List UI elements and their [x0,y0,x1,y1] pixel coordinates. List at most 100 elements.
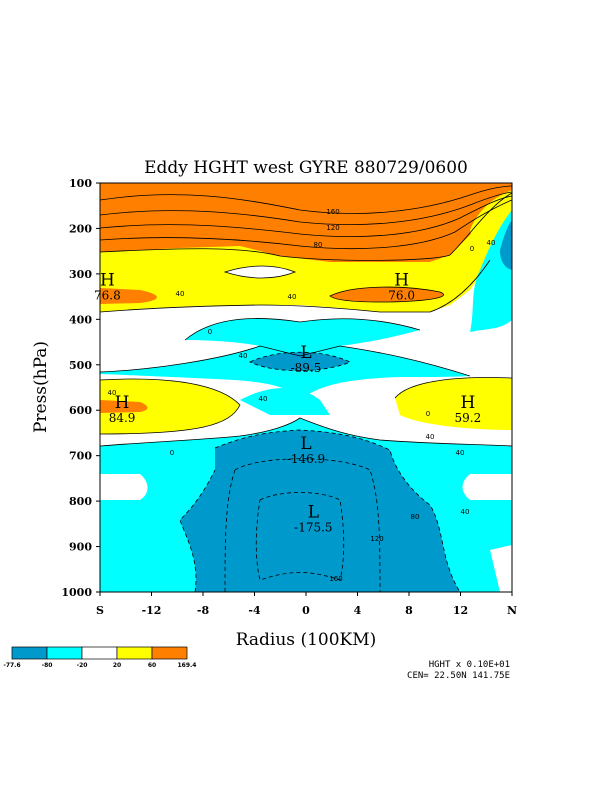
ne-cyan [470,210,512,332]
contour-line [100,345,471,377]
ne-deep-blue [500,220,512,270]
contour-line [100,191,512,225]
contour-value-label: 0 [208,328,212,336]
contour-line [255,492,345,581]
x-tick-label: N [507,604,517,617]
extremum-high-marker: H [460,393,475,413]
x-axis: S -12 -8 -4 0 4 8 12 N [96,592,517,617]
contour-value-label: 40 [426,433,435,441]
x-tick-label: 0 [302,604,310,617]
y-axis: 100 200 300 400 500 600 700 800 900 1000 [61,177,100,599]
colorbar-tick-label: 169.4 [178,662,197,669]
x-tick-label: -8 [197,604,210,617]
y-tick-label: 700 [69,450,92,463]
y-tick-label: 200 [69,222,92,235]
x-tick-label: 8 [405,604,413,617]
contour-line [249,351,351,371]
extremum-value-label: 59.2 [454,411,481,425]
colorbar-swatch [81,646,118,660]
x-tick-label: S [96,604,104,617]
annotation-line-1: HGHT x 0.10E+01 [429,660,510,670]
colorbar: -77.6 -80 -20 20 60 169.4 [3,646,197,669]
contour-value-label: 160 [326,208,339,216]
extremum-value-label: 76.8 [94,289,121,303]
contour-value-label: 160 [329,575,342,583]
x-tick-label: -12 [142,604,162,617]
contour-value-label: 0 [426,410,430,418]
extremum-value-label: -175.5 [294,520,332,534]
contour-line [234,458,381,592]
contour-line [179,469,216,592]
contour-value-label: 40 [487,239,496,247]
contour-line [329,286,444,303]
contour-value-label: 40 [288,293,297,301]
colorbar-swatch [116,646,153,660]
negative-zone-upper [185,318,420,356]
neutral-pocket-left [100,474,148,500]
extremum-value-label: -89.5 [291,361,322,375]
contour-lines [100,185,512,592]
chart-title: Eddy HGHT west GYRE 880729/0600 [144,158,468,178]
y-tick-label: 500 [69,359,92,372]
annotation-line-2: CEN= 22.50N 141.75E [407,671,510,681]
contour-value-label: 0 [470,245,474,253]
contour-line [100,378,241,435]
contour-line [223,265,297,279]
contour-value-label: 40 [259,395,268,403]
positive-right [395,377,512,430]
neutral-pocket-right [462,474,512,500]
y-tick-label: 800 [69,495,92,508]
contour-value-label: 120 [326,224,339,232]
extremum-value-label: 76.0 [388,289,415,303]
extremum-high-marker: H [115,393,130,413]
contour-value-label: 80 [411,513,420,521]
extremum-low-marker: L [300,434,311,454]
contour-value-label: 40 [108,389,117,397]
y-tick-label: 400 [69,313,92,326]
negative-zone-mid [100,346,470,400]
y-tick-label: 600 [69,404,92,417]
extremum-value-label: -146.9 [287,452,325,466]
positive-left [100,379,240,434]
strong-positive-right [330,287,444,302]
contour-line [100,259,491,313]
colorbar-swatch [11,646,48,660]
contour-value-label: 40 [456,449,465,457]
contour-value-label: 40 [176,290,185,298]
y-tick-label: 100 [69,177,92,190]
contour-line [100,417,512,447]
colorbar-swatch [151,646,188,660]
extremum-high-marker: H [394,271,409,291]
ne-yellow [470,190,512,270]
neutral-lens-upper [225,266,295,278]
contour-line [394,377,512,399]
colorbar-tick-label: -80 [42,662,53,669]
strong-positive-left [100,288,157,304]
extremum-high-marker: H [100,271,115,291]
colorbar-tick-label: 20 [113,662,121,669]
negative-tongue [240,388,330,415]
x-tick-label: 12 [453,604,468,617]
colorbar-swatch [46,646,83,660]
contour-line [100,199,512,250]
y-tick-label: 900 [69,541,92,554]
x-axis-label: Radius (100KM) [236,630,377,650]
contour-value-label: 80 [314,241,323,249]
colorbar-tick-label: 60 [148,662,156,669]
x-tick-label: -4 [248,604,261,617]
contour-line [224,469,236,592]
strong-negative-mid [250,352,350,371]
contour-value-label: 40 [461,508,470,516]
contour-value-labels: 160 120 80 40 40 0 40 40 40 0 40 0 40 40 80 120 160 0 40 [108,208,496,583]
y-tick-label: 300 [69,268,92,281]
contour-line [100,185,512,214]
contour-line [100,192,512,261]
y-axis-label: Press(hPa) [31,341,51,433]
contour-value-label: 120 [370,535,383,543]
y-tick-label: 1000 [61,586,92,599]
strong-negative-lower [180,430,460,592]
x-tick-label: 4 [354,604,362,617]
colorbar-tick-label: -77.6 [3,662,20,669]
